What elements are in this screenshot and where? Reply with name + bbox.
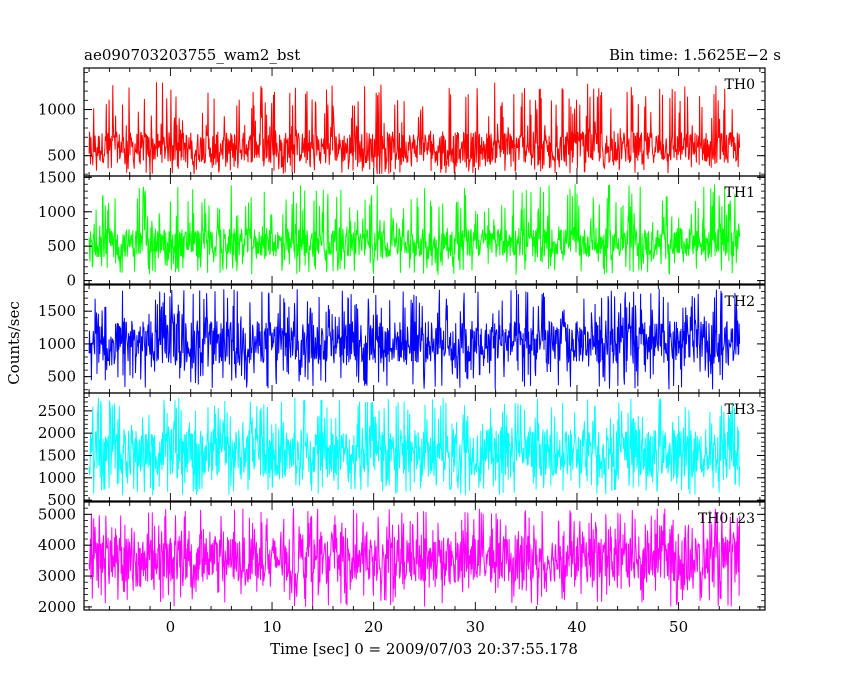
series-line-th0123 [88, 508, 741, 607]
x-tick-label: 30 [466, 618, 485, 636]
y-tick-label: 2500 [38, 402, 76, 420]
y-tick-label: 500 [47, 368, 76, 386]
series-line-th3 [88, 397, 741, 496]
x-axis: 0 10 20 30 40 50 [166, 618, 689, 636]
panel-label-th3: TH3 [725, 402, 755, 418]
panel-th1: 0 500 1000 1500 TH1 [38, 168, 766, 290]
panel-label-th0: TH0 [725, 77, 755, 93]
y-tick-label: 1500 [38, 302, 76, 320]
y-tick-label: 1000 [38, 335, 76, 353]
panel-frame [83, 392, 766, 502]
panel-th0123: 2000 3000 4000 5000 TH0123 [38, 501, 766, 616]
series-line-th0 [88, 82, 741, 175]
y-tick-label: 1000 [38, 203, 76, 221]
x-axis-label: Time [sec] 0 = 2009/07/03 20:37:55.178 [270, 640, 578, 658]
x-tick-label: 50 [669, 618, 688, 636]
y-tick-label: 5000 [38, 505, 76, 523]
panels-group: 5001000TH0050010001500TH150010001500TH25… [38, 67, 766, 616]
y-tick-label: 500 [47, 491, 76, 509]
x-tick-label: 10 [262, 618, 281, 636]
y-tick-label: 1000 [38, 469, 76, 487]
y-tick-label: 4000 [38, 536, 76, 554]
y-tick-label: 2000 [38, 598, 76, 616]
panel-label-th1: TH1 [725, 185, 755, 201]
series-line-th1 [88, 184, 741, 275]
y-tick-label: 500 [47, 237, 76, 255]
x-tick-label: 20 [364, 618, 383, 636]
y-tick-label: 2000 [38, 424, 76, 442]
panel-frame [83, 175, 766, 285]
y-tick-label: 1000 [38, 101, 76, 119]
panel-th3: 500 1000 1500 2000 2500 TH3 [38, 392, 766, 509]
panel-label-th0123: TH0123 [698, 511, 755, 527]
bin-time-label: Bin time: 1.5625E−2 s [609, 46, 781, 64]
panel-label-th2: TH2 [725, 294, 755, 310]
y-tick-label: 500 [47, 147, 76, 165]
panel-th2: 500 1000 1500 TH2 [38, 284, 766, 394]
y-axis-label: Counts/sec [5, 301, 23, 385]
x-tick-label: 0 [166, 618, 176, 636]
y-tick-label: 1500 [38, 168, 76, 186]
y-tick-label: 3000 [38, 567, 76, 585]
x-tick-label: 40 [567, 618, 586, 636]
y-tick-label: 1500 [38, 446, 76, 464]
panel-th0: 500 1000 TH0 [38, 67, 766, 177]
y-tick-label: 0 [66, 272, 76, 290]
panel-frame [83, 501, 766, 611]
series-line-th2 [88, 288, 741, 390]
chart-title: ae090703203755_wam2_bst [84, 46, 300, 64]
